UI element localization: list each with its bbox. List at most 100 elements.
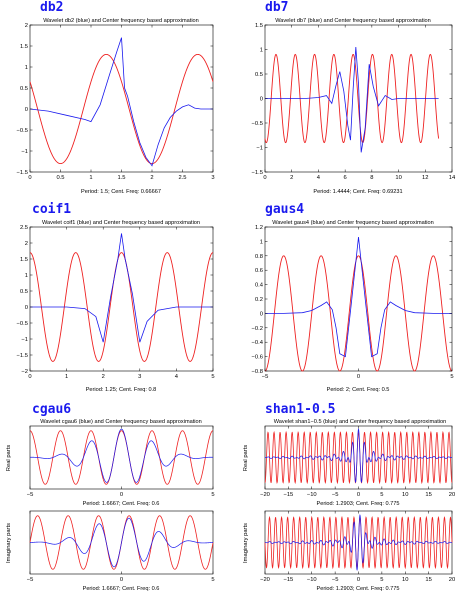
y-label-shan-real: Real parts <box>243 445 249 472</box>
x-label-db2: Period: 1.5; Cent. Freq: 0.66667 <box>81 189 161 195</box>
coif1-ytick-label: −1.5 <box>17 353 28 359</box>
cgau6-r-xtick-label: 0 <box>120 492 123 498</box>
db7-xtick-label: 6 <box>344 175 347 181</box>
wavelet-line-db7 <box>265 47 439 153</box>
ticks-cgau6-imag: −5 0 5 <box>27 511 215 583</box>
db2-ytick-label: 0 <box>25 107 28 113</box>
db2-ytick-label: 1 <box>25 65 28 71</box>
db2-ytick-label: −1 <box>21 149 28 155</box>
chart-title-cgau6: Wavelet cgau6 (blue) and Center frequenc… <box>40 419 201 425</box>
approximation-line-coif1 <box>29 252 214 362</box>
wavelet-line-gaus4 <box>265 237 452 358</box>
db7-ytick-label: 1 <box>260 48 263 54</box>
gaus4-ytick-label: 0 <box>260 311 263 317</box>
chart-title-gaus4: Wavelet gaus4 (blue) and Center frequenc… <box>272 220 433 226</box>
gaus4-ytick-label: −0.6 <box>252 355 263 361</box>
axes-gaus4 <box>264 226 453 372</box>
db2-ytick-label: −1.5 <box>17 170 28 176</box>
ticks-cgau6-real: −5 0 5 <box>27 426 215 498</box>
panel-shan: shan1-0.5 Wavelet shan1−0.5 (blue) and C… <box>243 402 455 592</box>
shan-r-xtick-label: 0 <box>357 492 360 498</box>
db7-xtick-label: 14 <box>449 175 456 181</box>
coif1-xtick-label: 3 <box>138 374 141 380</box>
panel-cgau6: cgau6 Wavelet cgau6 (blue) and Center fr… <box>6 402 215 592</box>
shan-r-xtick-label: −10 <box>307 492 317 498</box>
db2-ytick-label: −0.5 <box>17 128 28 134</box>
plot-area-coif1 <box>29 233 214 362</box>
approximation-line-shan-r <box>264 430 453 485</box>
y-label-cgau6-imag: Imaginary parts <box>6 523 12 563</box>
coif1-ytick-label: 1.5 <box>20 257 28 263</box>
gaus4-ytick-label: 1 <box>260 239 263 245</box>
chart-title-db7: Wavelet db7 (blue) and Center frequency … <box>275 18 431 24</box>
cgau6-r-xtick-label: 5 <box>211 492 214 498</box>
shan-r-xtick-label: −20 <box>260 492 270 498</box>
shan-r-xtick-label: 20 <box>449 492 455 498</box>
x-label-shan-real: Period: 1.2903; Cent. Freq: 0.775 <box>316 501 399 507</box>
wavelet-name-shan: shan1-0.5 <box>265 402 335 417</box>
cgau6-r-xtick-label: −5 <box>27 492 34 498</box>
shan-i-xtick-label: −15 <box>283 577 293 583</box>
wavelet-line-shan-i <box>264 513 453 572</box>
ticks-coif1: 0 1 2 3 4 5 −2 −1.5 −1 −0.5 0 0.5 1 1.5 2 2.5 <box>17 225 215 380</box>
coif1-ytick-label: 2.5 <box>20 225 28 231</box>
panel-gaus4: gaus4 Wavelet gaus4 (blue) and Center fr… <box>252 202 454 393</box>
panel-db2: db2 Wavelet db2 (blue) and Center freque… <box>17 0 215 195</box>
coif1-xtick-label: 1 <box>65 374 68 380</box>
panel-coif1: coif1 Wavelet coif1 (blue) and Center fr… <box>17 202 215 393</box>
axes-coif1 <box>29 226 214 372</box>
approximation-line-db7 <box>264 53 440 144</box>
db7-xtick-label: 10 <box>395 175 401 181</box>
shan-i-xtick-label: −10 <box>307 577 317 583</box>
approximation-line-gaus4 <box>264 255 453 372</box>
shan-i-xtick-label: −5 <box>332 577 339 583</box>
wavelet-name-coif1: coif1 <box>32 202 71 217</box>
plot-area-cgau6-imag <box>29 515 214 570</box>
db2-xtick-label: 1 <box>89 175 92 181</box>
shan-r-xtick-label: −15 <box>283 492 293 498</box>
gaus4-ytick-label: −0.4 <box>252 340 264 346</box>
gaus4-xtick-label: 0 <box>357 374 360 380</box>
cgau6-i-xtick-label: −5 <box>27 577 34 583</box>
gaus4-ytick-label: 0.4 <box>255 283 264 289</box>
shan-r-xtick-label: 15 <box>425 492 431 498</box>
ticks-shan-real: −20 −15 −10 −5 0 5 10 15 20 <box>260 426 455 498</box>
plot-area-shan-imag <box>264 513 453 572</box>
ticks-shan-imag: −20 −15 −10 −5 0 5 10 15 20 <box>260 511 455 583</box>
axes-db2 <box>29 24 214 173</box>
db7-xtick-label: 0 <box>263 175 266 181</box>
shan-r-xtick-label: 5 <box>380 492 383 498</box>
shan-i-xtick-label: 5 <box>380 577 383 583</box>
approximation-line-db2 <box>29 53 214 165</box>
ticks-db2: 0 0.5 1 1.5 2 2.5 3 −1.5 −1 −0.5 0 0.5 1 1.5 2 <box>17 23 215 181</box>
x-label-gaus4: Period: 2; Cent. Freq: 0.5 <box>327 387 390 393</box>
db7-ytick-label: −1.5 <box>252 170 263 176</box>
chart-title-db2: Wavelet db2 (blue) and Center frequency … <box>43 18 199 24</box>
coif1-ytick-label: 2 <box>25 241 28 247</box>
shan-i-xtick-label: 10 <box>402 577 408 583</box>
gaus4-ytick-label: 0.6 <box>255 268 263 274</box>
chart-title-shan: Wavelet shan1−0.5 (blue) and Center freq… <box>274 419 447 425</box>
wavelet-name-gaus4: gaus4 <box>265 202 304 217</box>
coif1-xtick-label: 5 <box>211 374 214 380</box>
db2-xtick-label: 2 <box>150 175 153 181</box>
wavelet-line-cgau6-i <box>29 517 214 568</box>
wavelet-name-cgau6: cgau6 <box>32 402 71 417</box>
plot-area-shan-real <box>264 427 453 485</box>
db7-ytick-label: −0.5 <box>252 121 263 127</box>
wavelet-line-coif1 <box>30 233 213 343</box>
x-label-coif1: Period: 1.25; Cent. Freq: 0.8 <box>86 387 157 393</box>
y-label-shan-imag: Imaginary parts <box>243 523 249 563</box>
cgau6-i-xtick-label: 5 <box>211 577 214 583</box>
db2-xtick-label: 0.5 <box>56 175 64 181</box>
coif1-xtick-label: 4 <box>175 374 179 380</box>
db7-xtick-label: 4 <box>317 175 321 181</box>
coif1-ytick-label: 1 <box>25 273 28 279</box>
ticks-gaus4: −5 0 5 −0.8 −0.6 −0.4 −0.2 0 0.2 0.4 0.6 0.8 1 1.2 <box>252 225 454 380</box>
db7-ytick-label: 0.5 <box>255 72 263 78</box>
y-label-cgau6-real: Real parts <box>6 445 12 472</box>
db7-xtick-label: 8 <box>370 175 373 181</box>
gaus4-ytick-label: 1.2 <box>255 225 263 231</box>
approximation-line-cgau6-r <box>29 430 214 485</box>
